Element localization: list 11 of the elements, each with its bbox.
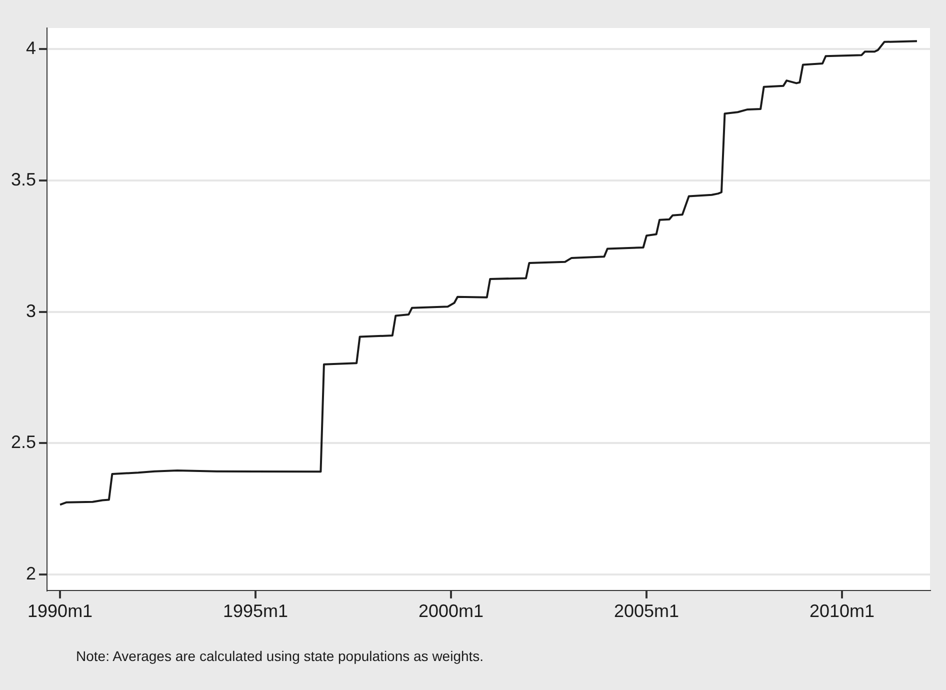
y-tick-label: 4 — [26, 38, 36, 58]
y-tick-label: 2.5 — [10, 432, 36, 452]
x-tick-label: 1995m1 — [223, 601, 288, 622]
x-tick-label: 2000m1 — [418, 601, 484, 622]
y-tick-label: 3.5 — [10, 169, 36, 190]
x-tick-label: 1990m1 — [28, 601, 93, 622]
x-tick-label: 2005m1 — [614, 601, 680, 622]
x-tick-label: 2010m1 — [809, 601, 875, 622]
y-tick-label: 3 — [26, 300, 36, 321]
y-tick-label: 2 — [26, 564, 36, 584]
text: Note: Averages are calculated using state populations as weights. — [76, 648, 484, 664]
